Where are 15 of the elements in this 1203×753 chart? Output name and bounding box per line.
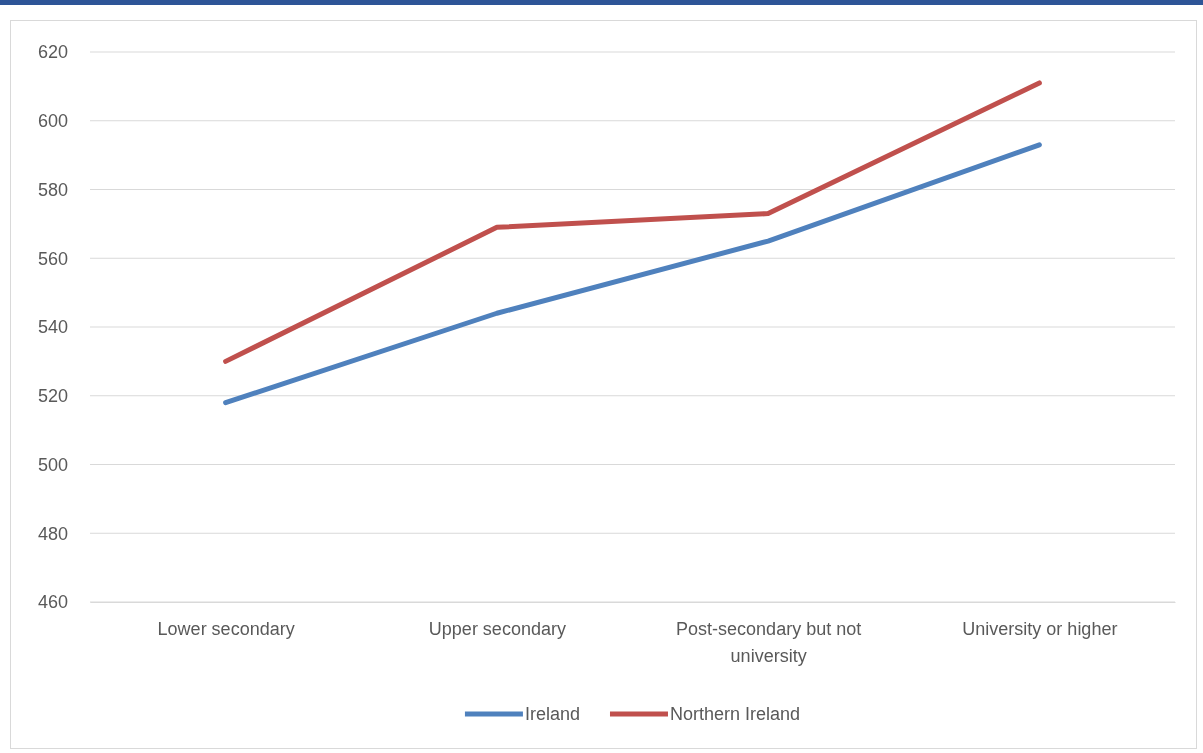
y-tick-label: 460: [37, 592, 68, 613]
x-tick-label: Lower secondary: [157, 618, 295, 639]
y-tick-label: 600: [37, 111, 68, 132]
x-tick-label: Post-secondary but not university: [676, 618, 862, 666]
y-tick-label: 480: [37, 523, 68, 544]
y-tick-label: 620: [37, 42, 68, 63]
x-tick-label: Upper secondary: [428, 618, 566, 639]
y-tick-label: 580: [37, 179, 68, 200]
y-tick-label: 500: [37, 454, 68, 475]
legend-label: Northern Ireland: [669, 704, 801, 725]
y-tick-label: 540: [37, 317, 68, 338]
x-tick-label: University or higher: [962, 618, 1118, 639]
y-tick-label: 560: [37, 248, 68, 269]
y-tick-label: 520: [37, 386, 68, 407]
legend-label: Ireland: [524, 704, 580, 725]
